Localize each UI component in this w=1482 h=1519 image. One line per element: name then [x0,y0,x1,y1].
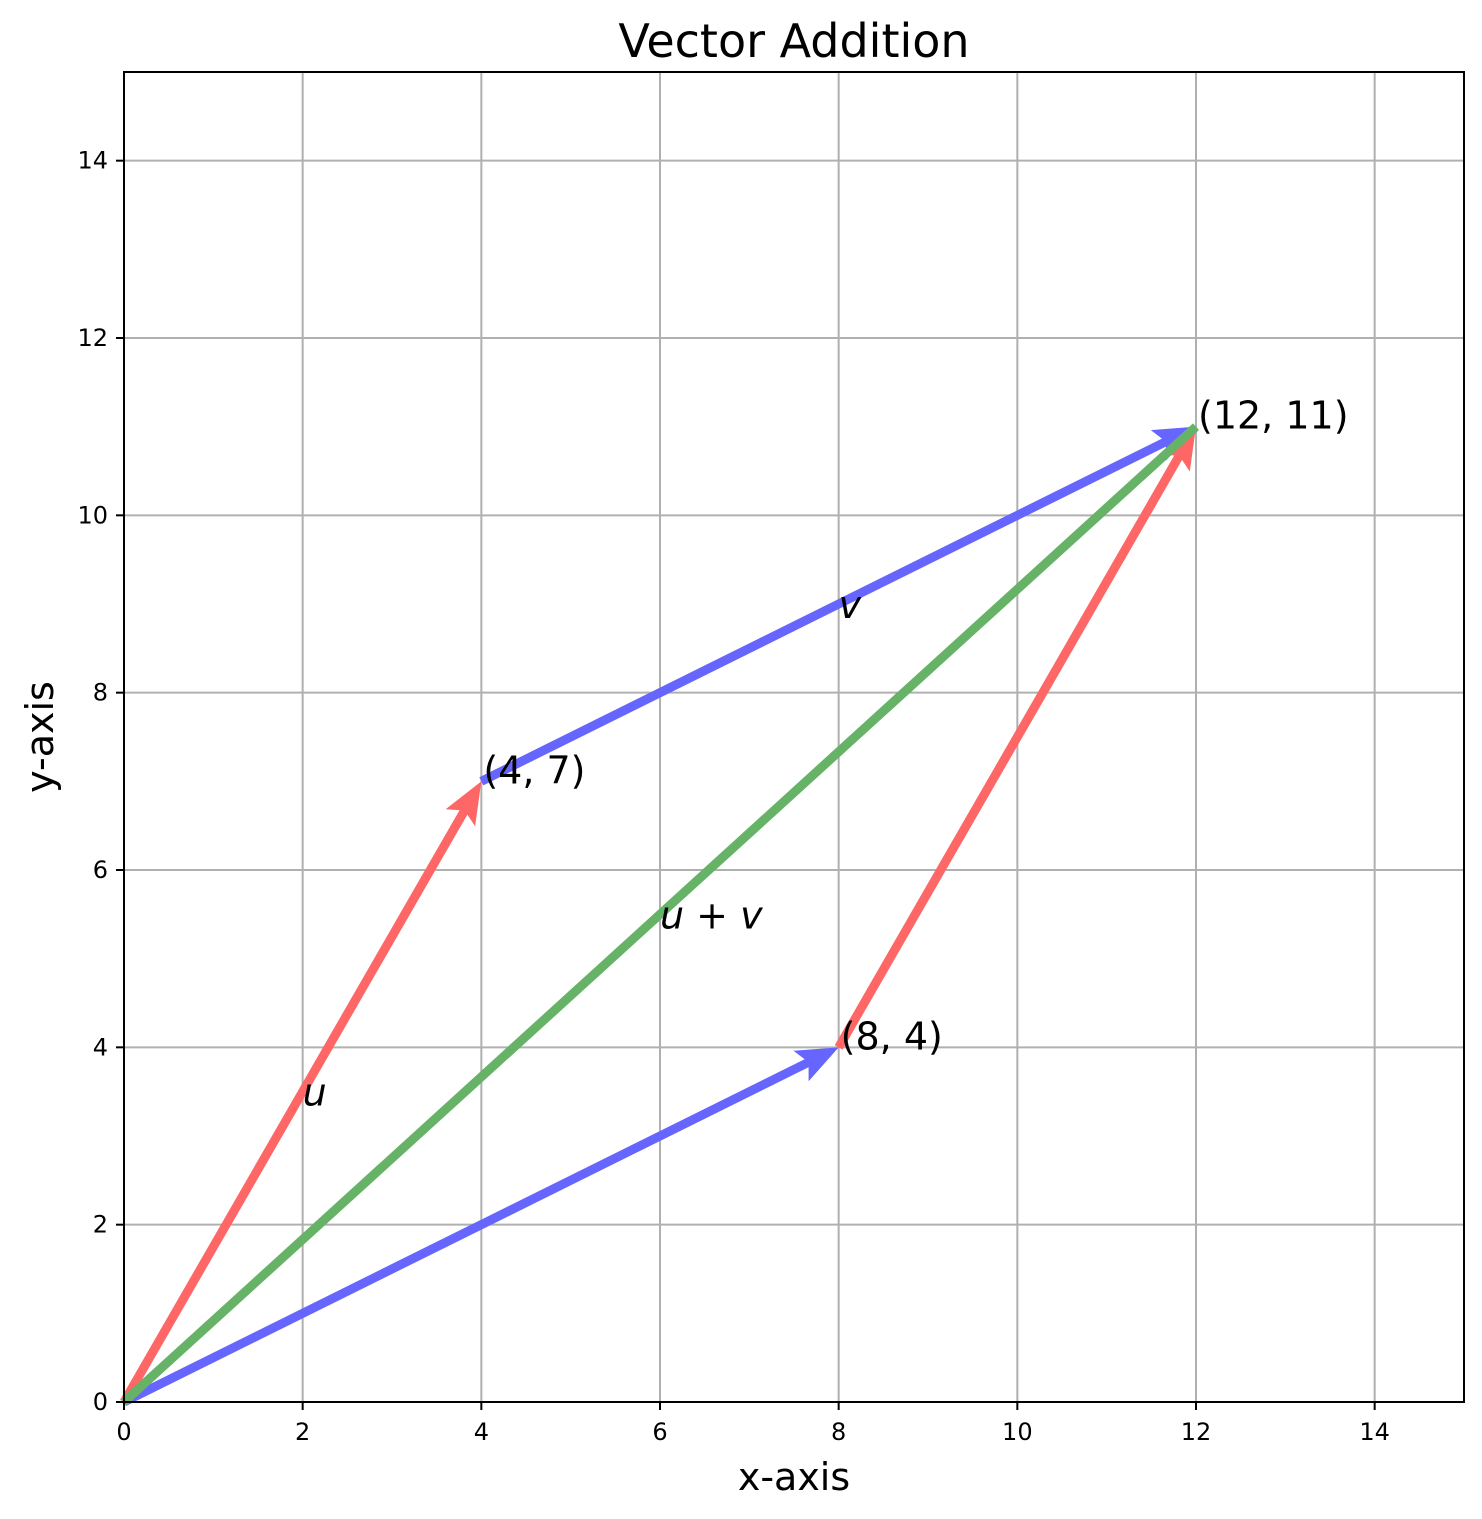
annotations: (4, 7) (8, 4) (12, 11) u v u + v [303,394,1349,1115]
x-tick-label: 0 [116,1418,131,1446]
y-tick-label: 10 [77,501,108,529]
x-tick-label: 10 [1002,1418,1033,1446]
x-tick-label: 14 [1359,1418,1390,1446]
grid [123,72,1464,1403]
y-tick-label: 4 [93,1033,108,1061]
y-tick-label: 2 [93,1211,108,1239]
u-plus-v-shaft [120,423,1200,1406]
x-tick-label: 12 [1181,1418,1212,1446]
vector-label: u + v [660,893,763,937]
x-tick-label: 2 [295,1418,310,1446]
chart-title: Vector Addition [618,14,969,68]
v-from-origin-shaft [121,1058,811,1407]
vectors [120,423,1200,1407]
x-axis-label: x-axis [738,1455,850,1499]
point-label: (4, 7) [483,748,585,792]
ticks: 0 2 4 6 8 10 12 14 0 2 4 6 8 10 12 14 [77,147,1389,1446]
u-from-v-shaft [834,453,1184,1050]
v-from-origin-arrowhead [793,1047,839,1082]
u-from-origin-shaft [120,808,469,1405]
y-tick-label: 0 [93,1388,108,1416]
vector-label: v [839,583,862,627]
x-tick-label: 6 [652,1418,667,1446]
u-from-origin-arrowhead [445,781,482,827]
y-tick-label: 6 [93,856,108,884]
point-label: (12, 11) [1198,394,1349,438]
y-tick-label: 12 [77,324,108,352]
y-tick-label: 14 [77,147,108,175]
v-from-u-shaft [479,437,1168,786]
y-axis-label: y-axis [18,681,62,793]
y-tick-label: 8 [93,679,108,707]
vector-label: u [303,1071,327,1115]
x-tick-label: 4 [474,1418,489,1446]
plot-frame [123,71,1465,1403]
x-tick-label: 8 [831,1418,846,1446]
point-label: (8, 4) [841,1014,943,1058]
